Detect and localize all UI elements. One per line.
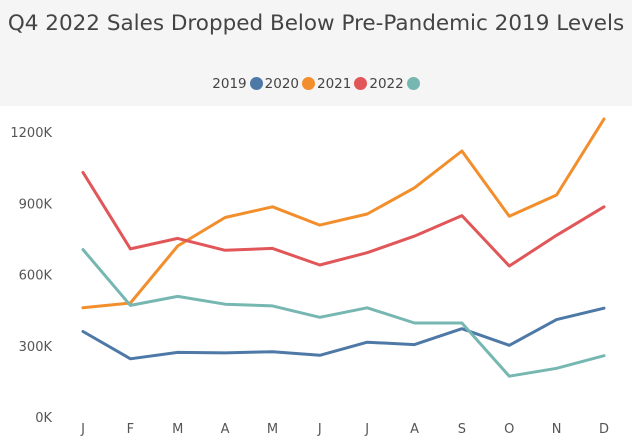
x-tick-label: S bbox=[458, 422, 466, 437]
data-point-2020[interactable] bbox=[505, 212, 513, 220]
y-tick-label: 0K bbox=[35, 411, 52, 426]
data-point-2022[interactable] bbox=[411, 319, 419, 327]
data-point-2022[interactable] bbox=[221, 300, 229, 308]
data-point-2019[interactable] bbox=[316, 351, 324, 359]
x-tick-label: A bbox=[410, 422, 419, 437]
data-point-2022[interactable] bbox=[79, 246, 87, 254]
y-tick-label: 600K bbox=[19, 269, 53, 284]
y-tick-label: 900K bbox=[19, 197, 53, 212]
series-line-2019[interactable] bbox=[81, 306, 606, 361]
data-point-2020[interactable] bbox=[221, 214, 229, 222]
data-point-2021[interactable] bbox=[553, 231, 561, 239]
legend-swatch bbox=[406, 77, 420, 90]
legend-item-2019[interactable]: 2019 bbox=[212, 76, 263, 92]
data-point-2020[interactable] bbox=[553, 191, 561, 199]
data-point-2022[interactable] bbox=[316, 313, 324, 321]
x-tick-label: N bbox=[552, 422, 562, 437]
y-tick-label: 300K bbox=[19, 340, 53, 355]
data-point-2020[interactable] bbox=[316, 221, 324, 229]
legend-label: 2019 bbox=[212, 76, 247, 92]
legend-item-2022[interactable]: 2022 bbox=[369, 76, 420, 92]
data-point-2019[interactable] bbox=[505, 341, 513, 349]
data-point-2021[interactable] bbox=[600, 203, 608, 211]
legend-swatch bbox=[302, 77, 315, 90]
x-tick-label: D bbox=[599, 422, 609, 437]
data-point-2022[interactable] bbox=[505, 372, 513, 380]
plot-area: 0K 300K 600K 900K 1200K J F M A M J J A S O N D bbox=[0, 106, 632, 444]
data-point-2021[interactable] bbox=[269, 244, 277, 252]
data-point-2021[interactable] bbox=[458, 212, 466, 220]
data-point-2021[interactable] bbox=[221, 246, 229, 254]
data-point-2019[interactable] bbox=[79, 328, 87, 336]
legend-label: 2021 bbox=[317, 76, 352, 92]
data-point-2022[interactable] bbox=[269, 302, 277, 310]
data-point-2021[interactable] bbox=[174, 234, 182, 242]
data-point-2020[interactable] bbox=[363, 210, 371, 218]
data-point-2022[interactable] bbox=[553, 364, 561, 372]
data-point-2020[interactable] bbox=[600, 115, 608, 123]
chart-title: Q4 2022 Sales Dropped Below Pre-Pandemic… bbox=[7, 11, 625, 36]
data-point-2022[interactable] bbox=[126, 301, 134, 309]
data-point-2020[interactable] bbox=[79, 304, 87, 312]
data-point-2019[interactable] bbox=[363, 338, 371, 346]
x-tick-label: M bbox=[267, 422, 278, 437]
data-point-2019[interactable] bbox=[126, 355, 134, 363]
x-tick-label: O bbox=[504, 422, 514, 437]
x-tick-label: J bbox=[317, 422, 322, 437]
data-point-2019[interactable] bbox=[221, 349, 229, 357]
data-point-2022[interactable] bbox=[363, 304, 371, 312]
data-point-2019[interactable] bbox=[269, 348, 277, 356]
data-point-2022[interactable] bbox=[174, 292, 182, 300]
line-chart: 0K 300K 600K 900K 1200K J F M A M J J A S O N D bbox=[10, 115, 609, 437]
data-point-2019[interactable] bbox=[553, 316, 561, 324]
series-line-2021[interactable] bbox=[81, 170, 606, 268]
series-line-2020[interactable] bbox=[81, 117, 606, 310]
data-point-2021[interactable] bbox=[411, 232, 419, 240]
x-tick-label: F bbox=[127, 422, 134, 437]
x-tick-label: J bbox=[364, 422, 369, 437]
data-point-2019[interactable] bbox=[174, 348, 182, 356]
x-tick-label: M bbox=[172, 422, 183, 437]
data-point-2021[interactable] bbox=[316, 261, 324, 269]
data-point-2021[interactable] bbox=[126, 245, 134, 253]
legend-label: 2020 bbox=[264, 76, 299, 92]
x-tick-label: A bbox=[221, 422, 230, 437]
x-tick-label: J bbox=[80, 422, 85, 437]
legend-item-2021[interactable]: 2021 bbox=[317, 76, 368, 92]
legend-label: 2022 bbox=[369, 76, 404, 92]
legend-swatch bbox=[249, 77, 263, 90]
data-point-2021[interactable] bbox=[505, 262, 513, 270]
legend-swatch bbox=[354, 77, 368, 90]
legend: 2019 2020 2021 2022 bbox=[0, 76, 632, 92]
data-point-2022[interactable] bbox=[458, 319, 466, 327]
y-tick-label: 1200K bbox=[10, 126, 52, 141]
data-point-2019[interactable] bbox=[600, 304, 608, 312]
data-point-2019[interactable] bbox=[411, 341, 419, 349]
data-point-2020[interactable] bbox=[269, 203, 277, 211]
data-point-2020[interactable] bbox=[458, 147, 466, 155]
data-point-2021[interactable] bbox=[363, 249, 371, 257]
legend-item-2020[interactable]: 2020 bbox=[265, 76, 315, 92]
data-point-2020[interactable] bbox=[174, 242, 182, 250]
data-point-2020[interactable] bbox=[411, 184, 419, 192]
data-point-2022[interactable] bbox=[600, 352, 608, 360]
data-point-2021[interactable] bbox=[79, 168, 87, 176]
series-line-2022[interactable] bbox=[81, 248, 606, 378]
